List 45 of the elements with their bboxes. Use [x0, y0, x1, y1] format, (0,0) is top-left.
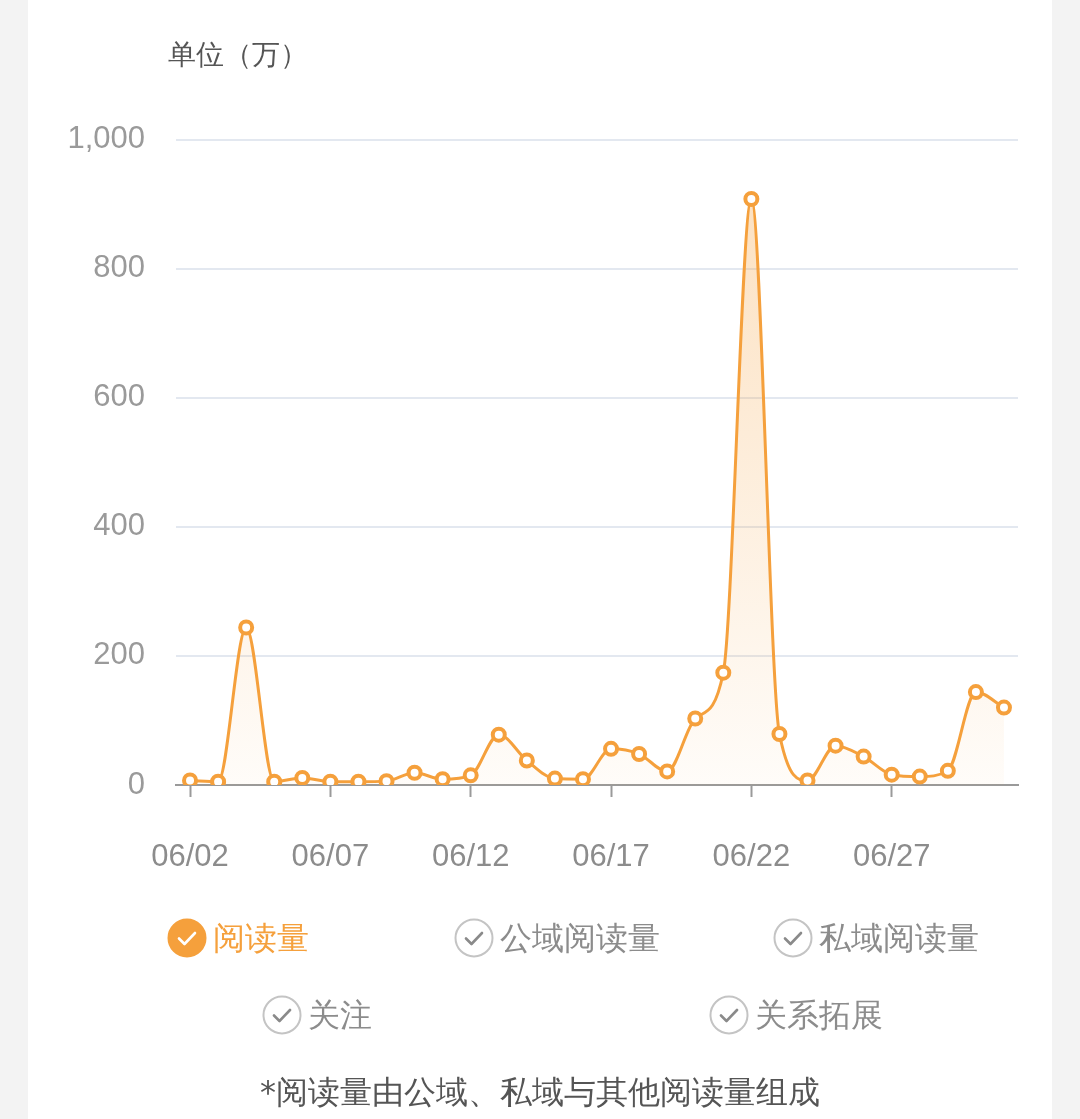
point — [182, 772, 199, 785]
y-tick-label: 0 — [127, 765, 145, 801]
point — [827, 737, 844, 754]
x-tick-label: 06/02 — [151, 838, 229, 874]
point — [883, 766, 900, 783]
point — [462, 767, 479, 784]
point — [799, 772, 816, 785]
y-tick-label: 400 — [93, 507, 145, 543]
legend-label: 公域阅读量 — [499, 918, 660, 958]
point — [715, 664, 732, 681]
point — [995, 699, 1012, 716]
legend-label: 关系拓展 — [754, 995, 883, 1035]
point — [294, 769, 311, 785]
point — [911, 768, 928, 785]
point — [574, 771, 591, 785]
x-tick-label: 06/22 — [712, 838, 791, 874]
point — [546, 770, 563, 785]
point — [490, 726, 507, 743]
y-axis-title: 单位（万） — [168, 38, 308, 72]
y-tick-label: 600 — [93, 378, 145, 414]
y-tick-label: 200 — [93, 636, 145, 672]
point — [939, 762, 956, 779]
point — [434, 771, 451, 785]
x-tick-label: 06/12 — [431, 838, 510, 874]
point — [855, 748, 872, 765]
text: *阅读量由公域、私域与其他阅读量组成 — [259, 1072, 821, 1112]
point — [659, 763, 676, 780]
point — [967, 684, 984, 701]
point — [603, 740, 620, 757]
legend-label: 阅读量 — [212, 918, 309, 958]
point — [238, 619, 255, 636]
legend-label: 私域阅读量 — [818, 918, 979, 958]
point — [631, 746, 648, 763]
y-tick-label: 800 — [93, 249, 145, 285]
point — [406, 764, 423, 781]
point — [743, 190, 760, 207]
point — [518, 752, 535, 769]
x-tick-label: 06/17 — [572, 838, 650, 874]
x-tick-label: 06/27 — [852, 838, 931, 874]
point — [771, 726, 788, 743]
point — [378, 773, 395, 785]
legend-label: 关注 — [308, 995, 373, 1035]
y-tick-label: 1,000 — [67, 120, 145, 156]
point — [687, 710, 704, 727]
x-tick-label: 06/07 — [291, 838, 370, 874]
